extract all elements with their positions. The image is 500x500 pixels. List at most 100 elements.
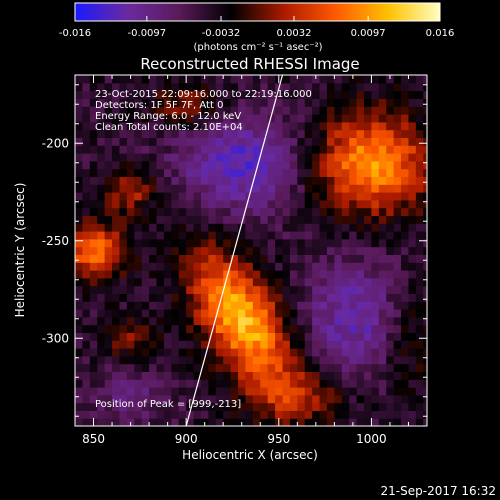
heatmap-cell — [141, 137, 150, 146]
heatmap-cell — [282, 153, 291, 162]
heatmap-cell — [178, 231, 187, 240]
heatmap-cell — [282, 387, 291, 396]
heatmap-cell — [423, 418, 427, 426]
heatmap-cell — [178, 371, 187, 380]
heatmap-cell — [393, 355, 402, 365]
heatmap-cell — [245, 231, 254, 240]
heatmap-cell — [289, 153, 298, 162]
annotation-line: 23-Oct-2015 22:09:16.000 to 22:19:16.000 — [95, 89, 312, 100]
heatmap-cell — [267, 309, 276, 318]
heatmap-cell — [319, 394, 328, 404]
heatmap-cell — [423, 301, 427, 310]
heatmap-cell — [386, 309, 395, 318]
heatmap-cell — [104, 379, 113, 388]
heatmap-cell — [82, 246, 91, 255]
heatmap-cell — [319, 355, 328, 365]
heatmap-cell — [112, 270, 121, 279]
heatmap-cell — [186, 184, 195, 193]
heatmap-cell — [141, 301, 150, 310]
heatmap-cell — [178, 379, 187, 388]
heatmap-cell — [341, 223, 350, 232]
heatmap-cell — [186, 309, 195, 318]
heatmap-cell — [371, 316, 380, 326]
heatmap-cell — [341, 254, 350, 263]
heatmap-cell — [97, 316, 106, 326]
heatmap-cell — [208, 402, 217, 411]
heatmap-cell — [245, 129, 254, 138]
heatmap-cell — [415, 293, 424, 302]
heatmap-cell — [238, 168, 247, 177]
heatmap-cell — [97, 129, 106, 138]
heatmap-cell — [104, 168, 113, 177]
heatmap-cell — [193, 168, 202, 177]
heatmap-cell — [260, 301, 269, 310]
heatmap-cell — [319, 418, 328, 426]
heatmap-cell — [378, 418, 387, 426]
heatmap-cell — [304, 332, 313, 341]
heatmap-cell — [304, 199, 313, 209]
heatmap-cell — [275, 387, 284, 396]
heatmap-cell — [267, 215, 276, 224]
heatmap-cell — [408, 121, 417, 131]
heatmap-cell — [364, 262, 373, 271]
heatmap-cell — [319, 82, 328, 92]
heatmap-cell — [364, 192, 373, 201]
heatmap-cell — [282, 207, 291, 216]
heatmap-cell — [89, 82, 98, 92]
heatmap-cell — [364, 121, 373, 131]
heatmap-cell — [126, 410, 135, 419]
heatmap-cell — [408, 402, 417, 411]
heatmap-cell — [126, 324, 135, 333]
heatmap-cell — [364, 184, 373, 193]
heatmap-cell — [126, 293, 135, 302]
heatmap-cell — [371, 301, 380, 310]
heatmap-cell — [267, 363, 276, 372]
heatmap-cell — [252, 410, 261, 419]
heatmap-grid — [75, 75, 427, 426]
heatmap-cell — [141, 379, 150, 388]
heatmap-cell — [245, 90, 254, 99]
heatmap-cell — [289, 184, 298, 193]
colorbar-ticks: -0.016 -0.0097 -0.0032 0.0032 0.0097 0.016 — [59, 16, 454, 39]
heatmap-cell — [126, 192, 135, 201]
heatmap-cell — [401, 387, 410, 396]
heatmap-cell — [289, 129, 298, 138]
heatmap-cell — [297, 90, 306, 99]
heatmap-cell — [245, 121, 254, 131]
heatmap-cell — [275, 324, 284, 333]
heatmap-cell — [349, 371, 358, 380]
heatmap-cell — [104, 153, 113, 162]
heatmap-cell — [89, 98, 98, 107]
heatmap-cell — [326, 75, 335, 84]
heatmap-cell — [238, 379, 247, 388]
heatmap-cell — [230, 160, 239, 170]
heatmap-cell — [178, 145, 187, 154]
heatmap-cell — [178, 254, 187, 263]
heatmap-cell — [119, 129, 128, 138]
heatmap-cell — [119, 418, 128, 426]
heatmap-cell — [356, 75, 365, 84]
heatmap-cell — [238, 371, 247, 380]
heatmap-cell — [112, 394, 121, 404]
heatmap-cell — [304, 277, 313, 287]
heatmap-cell — [326, 293, 335, 302]
heatmap-cell — [334, 316, 343, 326]
heatmap-cell — [275, 348, 284, 357]
heatmap-cell — [171, 324, 180, 333]
heatmap-cell — [134, 238, 143, 248]
heatmap-cell — [200, 168, 209, 177]
heatmap-cell — [356, 153, 365, 162]
heatmap-cell — [141, 277, 150, 287]
heatmap-cell — [75, 355, 84, 365]
heatmap-cell — [82, 192, 91, 201]
heatmap-cell — [112, 363, 121, 372]
heatmap-cell — [186, 82, 195, 92]
heatmap-cell — [415, 394, 424, 404]
heatmap-cell — [401, 270, 410, 279]
heatmap-cell — [230, 379, 239, 388]
heatmap-cell — [364, 293, 373, 302]
heatmap-cell — [97, 332, 106, 341]
heatmap-cell — [297, 215, 306, 224]
heatmap-cell — [245, 223, 254, 232]
heatmap-cell — [245, 348, 254, 357]
